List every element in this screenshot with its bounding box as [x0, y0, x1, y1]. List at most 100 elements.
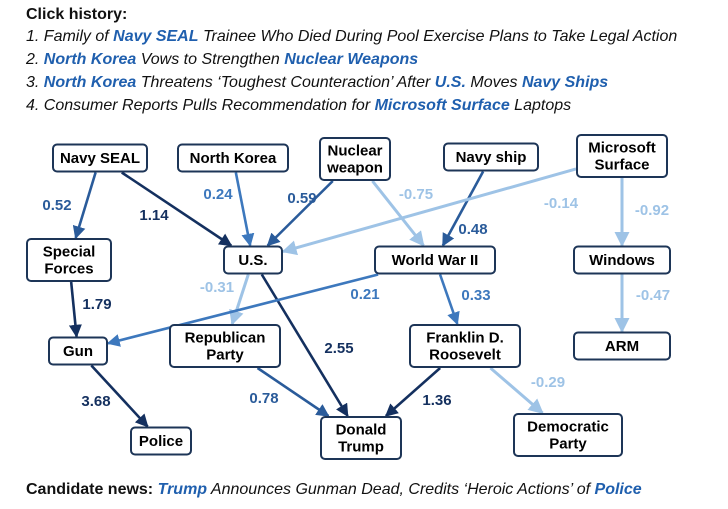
edge-us-to-trump [260, 273, 349, 418]
node-label: Trump [338, 439, 384, 456]
edge-weight-label: 0.21 [350, 286, 379, 303]
entity-highlight: North Korea [43, 51, 137, 68]
click-history-title: Click history: [26, 6, 128, 23]
edge-fdr-to-trump [384, 367, 441, 417]
edge-weight-label: -0.47 [636, 287, 670, 304]
node-label: Police [139, 433, 183, 450]
node-navy-ship[interactable]: Navy ship [443, 142, 539, 172]
node-box [48, 336, 108, 366]
click-history-item[interactable]: 2. North Korea Vows to Strengthen Nuclea… [26, 48, 726, 71]
node-box [576, 134, 668, 178]
node-box [26, 238, 112, 282]
edge-ww2-to-gun [106, 273, 379, 347]
edge-navy_seal-to-special_forces [72, 172, 97, 240]
edge-weight-label: 0.24 [203, 186, 233, 203]
edge-weight-label: 1.79 [82, 296, 111, 313]
candidate-news: Candidate news: Trump Announces Gunman D… [26, 481, 642, 499]
headline-text: 2. [26, 51, 44, 68]
headline-text: 4. Consumer Reports Pulls Recommendation… [26, 97, 375, 114]
click-history: Click history: 1. Family of Navy SEAL Tr… [26, 4, 726, 117]
headline-text: Laptops [509, 97, 572, 114]
node-label: weapon [326, 160, 383, 177]
edge-gun-to-police [90, 364, 149, 428]
node-gun[interactable]: Gun [48, 336, 108, 366]
node-label: Gun [63, 343, 93, 360]
edge-weight-label: -0.31 [200, 279, 234, 296]
headline-text: Vows to Strengthen [136, 51, 285, 68]
node-box [513, 413, 623, 457]
node-box [573, 245, 671, 275]
edge-ww2-to-fdr [438, 274, 460, 326]
edge-weight-label: -0.92 [635, 202, 669, 219]
node-label: Navy ship [456, 149, 527, 166]
edge-labels-layer: 0.52 1.14 0.24 0.59 -0.75 0.48 -0.14 -0.92 1.79 -… [42, 186, 670, 410]
node-label: Party [549, 436, 587, 453]
edge-weight-label: 2.55 [324, 340, 353, 357]
edge-special_forces-to-gun [68, 281, 82, 338]
click-history-item[interactable]: 3. North Korea Threatens ‘Toughest Count… [26, 71, 726, 94]
node-label: World War II [392, 252, 479, 269]
edges-layer [68, 167, 630, 428]
node-box [409, 324, 521, 368]
edge-north_korea-to-us [234, 172, 255, 247]
node-label: Navy SEAL [60, 150, 140, 167]
headline-text: Moves [465, 74, 522, 91]
entity-highlight: Microsoft Surface [374, 97, 510, 114]
node-ww2[interactable]: World War II [374, 245, 496, 275]
edge-weight-label: 1.36 [422, 392, 451, 409]
node-label: Republican [185, 330, 266, 347]
edge-nuclear_weapon-to-ww2 [371, 180, 425, 247]
node-windows[interactable]: Windows [573, 245, 671, 275]
headline-text: Announces Gunman Dead, Credits ‘Heroic A… [207, 481, 595, 498]
node-label: ARM [605, 338, 639, 355]
node-box [443, 142, 539, 172]
node-label: Microsoft [588, 140, 656, 157]
node-label: North Korea [190, 150, 277, 167]
node-label: Windows [589, 252, 655, 269]
node-label: Nuclear [327, 143, 382, 160]
node-police[interactable]: Police [130, 426, 192, 456]
edge-navy_seal-to-us [121, 171, 233, 247]
edge-weight-label: 0.33 [461, 287, 490, 304]
edge-weight-label: 0.59 [287, 190, 316, 207]
headline-text: Threatens ‘Toughest Counteraction’ After [136, 74, 435, 91]
node-box [320, 416, 402, 460]
entity-highlight: Nuclear Weapons [284, 51, 419, 68]
node-label: Franklin D. [426, 330, 504, 347]
candidate-news-title: Candidate news: [26, 481, 154, 498]
node-label: Forces [44, 261, 93, 278]
edge-weight-label: 3.68 [81, 393, 110, 410]
headline-text: 1. Family of [26, 28, 114, 45]
node-navy-seal[interactable]: Navy SEAL [52, 143, 148, 173]
node-box [223, 245, 283, 275]
node-label: Roosevelt [429, 347, 501, 364]
candidate-news-headline: Trump Announces Gunman Dead, Credits ‘He… [158, 481, 642, 498]
node-label: Surface [594, 157, 649, 174]
edge-weight-label: 0.52 [42, 197, 71, 214]
node-box [319, 137, 391, 181]
node-fdr[interactable]: Franklin D.Roosevelt [409, 324, 521, 368]
click-history-item[interactable]: 4. Consumer Reports Pulls Recommendation… [26, 94, 726, 117]
node-arm[interactable]: ARM [573, 331, 671, 361]
node-box [374, 245, 496, 275]
node-label: Democratic [527, 419, 609, 436]
node-north-korea[interactable]: North Korea [177, 143, 289, 173]
entity-highlight: U.S. [434, 74, 466, 91]
edge-fdr-to-democratic [489, 366, 544, 415]
node-box [169, 324, 281, 368]
click-history-item[interactable]: 1. Family of Navy SEAL Trainee Who Died … [26, 25, 726, 48]
node-us[interactable]: U.S. [223, 245, 283, 275]
edge-weight-label: 1.14 [139, 207, 169, 224]
edge-republican-to-trump [256, 366, 330, 418]
headline-text: 3. [26, 74, 44, 91]
click-history-list: 1. Family of Navy SEAL Trainee Who Died … [26, 25, 726, 117]
edge-nuclear_weapon-to-us [266, 180, 334, 247]
